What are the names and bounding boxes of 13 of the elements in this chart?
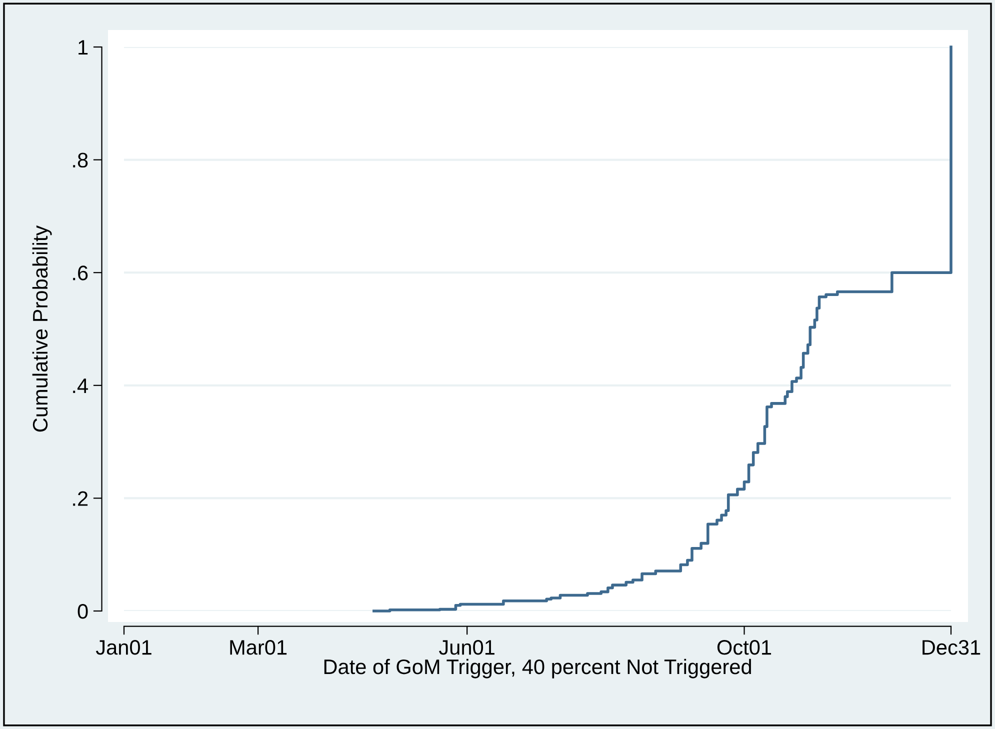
y-tick-label: .4	[73, 378, 88, 393]
y-tick-label: 0	[78, 604, 88, 619]
y-tick-label: .2	[73, 491, 88, 506]
y-tick-label: 1	[78, 40, 88, 55]
x-tick-label: Mar01	[230, 640, 287, 655]
x-axis-title: Date of GoM Trigger, 40 percent Not Triggered	[324, 658, 751, 678]
x-tick-label: Jun01	[439, 640, 494, 655]
y-tick-label: .6	[73, 266, 88, 280]
x-tick-label: Oct01	[717, 640, 772, 655]
y-tick-label: .8	[73, 152, 88, 168]
x-tick-label: Jan01	[96, 640, 152, 655]
x-tick-label: Dec31	[922, 640, 980, 655]
y-axis-title: Cumulative Probability	[32, 225, 52, 432]
